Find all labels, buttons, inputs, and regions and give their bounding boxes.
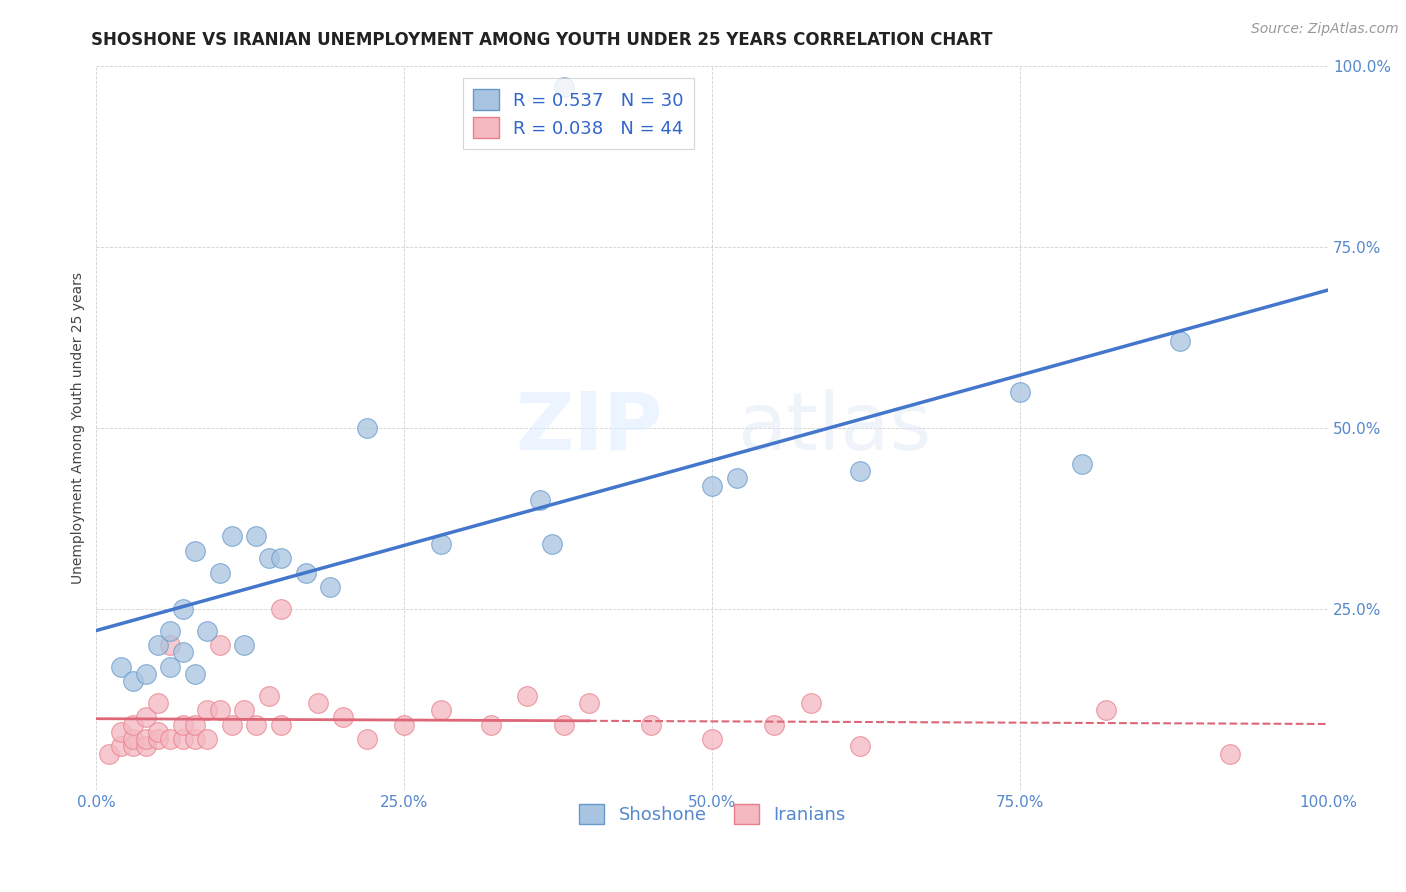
Point [849,464,872,478]
Text: ZIP: ZIP [516,389,664,467]
Point [294,566,316,580]
Point [1219,747,1241,761]
Point [172,602,194,616]
Point [849,739,872,754]
Point [184,544,207,558]
Point [184,717,207,731]
Point [762,717,785,731]
Point [159,638,181,652]
Point [97,747,120,761]
Point [270,551,292,566]
Point [529,493,551,508]
Point [245,529,267,543]
Point [479,717,502,731]
Point [195,732,218,747]
Point [356,732,378,747]
Point [172,732,194,747]
Point [702,732,724,747]
Y-axis label: Unemployment Among Youth under 25 years: Unemployment Among Youth under 25 years [72,272,86,583]
Point [702,479,724,493]
Point [122,739,145,754]
Point [430,703,453,717]
Point [233,638,256,652]
Point [1095,703,1118,717]
Point [146,696,169,710]
Point [146,732,169,747]
Point [122,674,145,689]
Text: Source: ZipAtlas.com: Source: ZipAtlas.com [1251,22,1399,37]
Point [146,725,169,739]
Point [233,703,256,717]
Point [208,638,231,652]
Point [270,717,292,731]
Point [245,717,267,731]
Point [135,710,157,724]
Point [270,602,292,616]
Point [159,732,181,747]
Text: SHOSHONE VS IRANIAN UNEMPLOYMENT AMONG YOUTH UNDER 25 YEARS CORRELATION CHART: SHOSHONE VS IRANIAN UNEMPLOYMENT AMONG Y… [91,31,993,49]
Point [146,638,169,652]
Point [1010,384,1032,399]
Point [516,689,538,703]
Point [172,645,194,659]
Point [541,536,564,550]
Point [135,732,157,747]
Point [1168,334,1191,348]
Point [319,580,342,594]
Point [221,529,243,543]
Point [430,536,453,550]
Point [221,717,243,731]
Point [159,624,181,638]
Point [800,696,823,710]
Point [640,717,662,731]
Point [110,725,132,739]
Legend: Shoshone, Iranians: Shoshone, Iranians [568,793,856,835]
Point [159,660,181,674]
Point [208,566,231,580]
Point [1070,457,1092,471]
Point [356,421,378,435]
Point [122,732,145,747]
Point [553,717,575,731]
Point [257,689,280,703]
Point [553,80,575,95]
Point [110,660,132,674]
Point [184,732,207,747]
Point [578,696,600,710]
Point [135,667,157,681]
Point [195,624,218,638]
Point [184,667,207,681]
Point [122,717,145,731]
Text: atlas: atlas [737,389,931,467]
Point [135,739,157,754]
Point [725,471,748,485]
Point [307,696,329,710]
Point [394,717,416,731]
Point [172,717,194,731]
Point [195,703,218,717]
Point [208,703,231,717]
Point [332,710,354,724]
Point [110,739,132,754]
Point [257,551,280,566]
